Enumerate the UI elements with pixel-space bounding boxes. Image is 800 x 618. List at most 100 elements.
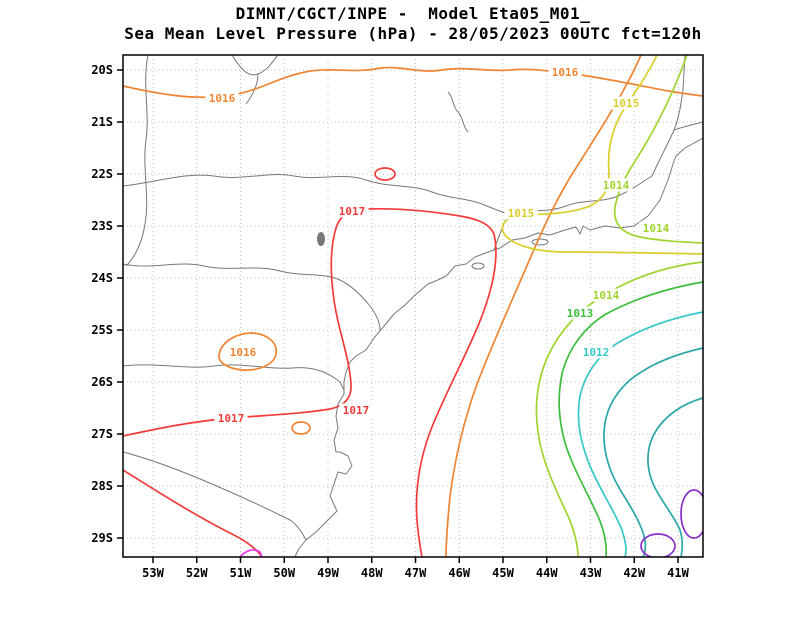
- x-axis-label: 43W: [580, 566, 602, 580]
- x-axis-label: 51W: [230, 566, 252, 580]
- contour-1018-bump: [239, 549, 263, 557]
- contour-label-mask: [589, 288, 623, 302]
- contour-label-mask: [548, 65, 582, 79]
- contour-label-text: 1012: [583, 346, 610, 359]
- contour-label-text: 1017: [339, 205, 366, 218]
- x-axis-label: 45W: [492, 566, 514, 580]
- y-axis-label: 20S: [91, 63, 113, 77]
- contour-label-mask: [205, 91, 239, 105]
- contour-label-text: 1016: [230, 346, 257, 359]
- contour-label: 1012: [579, 345, 613, 359]
- contour-1015: [501, 55, 703, 255]
- contour-label-text: 1013: [567, 307, 594, 320]
- border-sp-pr: [123, 263, 381, 331]
- x-axis-label: 41W: [667, 566, 689, 580]
- contour-label-text: 1017: [218, 412, 245, 425]
- border-rj-mg: [507, 175, 653, 215]
- contour-label-text: 1017: [343, 404, 370, 417]
- x-axis-label: 49W: [317, 566, 339, 580]
- contour-low-closed-1: [680, 489, 703, 539]
- title-line-2: Sea Mean Level Pressure (hPa) - 28/05/20…: [124, 24, 702, 43]
- contour-1012: [577, 311, 703, 557]
- contour-label-text: 1016: [552, 66, 579, 79]
- x-axis-label: 47W: [405, 566, 427, 580]
- contour-label: 1015: [609, 96, 643, 110]
- contour-1017-tiny-loop: [374, 167, 396, 181]
- contour-label: 1014: [589, 288, 623, 302]
- contour-label: 1016: [226, 345, 260, 359]
- contour-1016-closed: [218, 332, 278, 371]
- y-axis-label: 24S: [91, 271, 113, 285]
- y-axis-label: 25S: [91, 323, 113, 337]
- plot-border: [122, 54, 704, 558]
- contour-1017-southwest: [123, 469, 263, 557]
- x-axis-label: 46W: [448, 566, 470, 580]
- x-axis-label: 50W: [273, 566, 295, 580]
- contour-label: 1017: [214, 411, 248, 425]
- contour-label-mask: [609, 96, 643, 110]
- tick-layer: [117, 69, 679, 563]
- contour-label-text: 1015: [613, 97, 640, 110]
- contour-label-mask: [335, 204, 369, 218]
- contour-label-mask: [579, 345, 613, 359]
- contour-label-mask: [639, 221, 673, 235]
- map-titles: DIMNT/CGCT/INPE - Model Eta05_M01_ Sea M…: [0, 4, 800, 44]
- y-axis-label: 29S: [91, 531, 113, 545]
- coastline: [294, 137, 703, 557]
- contour-label: 1017: [335, 204, 369, 218]
- y-axis-label: 28S: [91, 479, 113, 493]
- y-axis-label: 22S: [91, 167, 113, 181]
- contour-1010: [647, 397, 703, 557]
- contour-1014-upper: [613, 55, 703, 244]
- contour-label-text: 1014: [643, 222, 670, 235]
- contour-label: 1017: [339, 403, 373, 417]
- reservoir-squiggle: [447, 91, 469, 133]
- contour-label-text: 1016: [209, 92, 236, 105]
- contour-label-mask: [599, 178, 633, 192]
- contour-label: 1016: [548, 65, 582, 79]
- contour-labels: 1016 1016 1015 1015 1014 1014 1014 1013 1012 1017…: [205, 65, 673, 425]
- y-axis-label: 26S: [91, 375, 113, 389]
- border-mg-sp: [123, 174, 509, 215]
- contour-label: 1015: [504, 206, 538, 220]
- border-ms-sp-parana-river: [125, 55, 149, 267]
- x-axis-label: 48W: [361, 566, 383, 580]
- contour-label-mask: [339, 403, 373, 417]
- x-axis-label: 53W: [142, 566, 164, 580]
- y-axis-label: 21S: [91, 115, 113, 129]
- contour-1014-lower: [535, 261, 703, 557]
- contour-1013: [558, 281, 703, 557]
- contour-label-text: 1014: [603, 179, 630, 192]
- contour-layer: [123, 55, 703, 557]
- contour-1016-long: [445, 55, 642, 557]
- grid-layer: [123, 55, 703, 557]
- contour-label: 1016: [205, 91, 239, 105]
- contour-label-mask: [226, 345, 260, 359]
- axis-labels: 53W 52W 51W 50W 49W 48W 47W 46W 45W 44W 43W 42W 41W 2…: [91, 63, 689, 580]
- geography-layer: [123, 55, 703, 557]
- contour-1016-tiny-loop: [291, 421, 311, 435]
- y-axis-label: 23S: [91, 219, 113, 233]
- island-ilha-grande: [531, 238, 549, 246]
- contour-label: 1014: [599, 178, 633, 192]
- border-sc-rs: [123, 451, 307, 541]
- island-ilhabela: [471, 262, 485, 270]
- x-axis-label: 42W: [623, 566, 645, 580]
- reservoir-blob: [317, 232, 325, 246]
- border-go-mg: [231, 55, 279, 105]
- border-pr-sc: [123, 364, 345, 391]
- contour-low-closed-2: [640, 533, 676, 557]
- x-axis-label: 52W: [186, 566, 208, 580]
- contour-label-mask: [504, 206, 538, 220]
- contour-label-mask: [214, 411, 248, 425]
- contour-label-mask: [563, 306, 597, 320]
- contour-1011: [603, 347, 703, 557]
- contour-label: 1013: [563, 306, 597, 320]
- y-axis-label: 27S: [91, 427, 113, 441]
- contour-label: 1014: [639, 221, 673, 235]
- title-line-1: DIMNT/CGCT/INPE - Model Eta05_M01_: [235, 4, 591, 23]
- border-es-ba: [673, 121, 703, 131]
- contour-label-text: 1015: [508, 207, 535, 220]
